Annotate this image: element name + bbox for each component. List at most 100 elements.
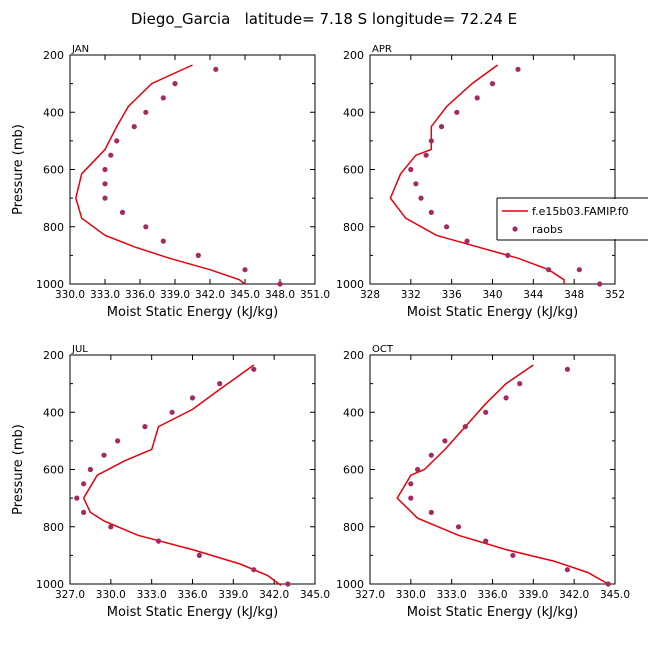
ytick-label: 200 (43, 349, 64, 362)
raob-point (102, 166, 108, 173)
xtick-label: 351.0 (300, 289, 330, 301)
raob-point (418, 195, 424, 201)
model-line-oct (396, 364, 609, 585)
raob-point (213, 66, 219, 72)
x-axis-label: Moist Static Energy (kJ/kg) (107, 305, 278, 320)
model-line-jul (82, 364, 282, 587)
raob-point (81, 481, 87, 487)
ytick-label: 200 (343, 349, 364, 362)
ytick-label: 200 (43, 49, 64, 62)
raob-point (81, 509, 87, 515)
ytick-label: 400 (343, 106, 364, 119)
x-axis-label: Moist Static Energy (kJ/kg) (407, 305, 578, 320)
xtick-label: 336.0 (125, 289, 155, 301)
ytick-label: 1000 (36, 578, 64, 591)
raob-point (155, 538, 162, 544)
raob-point (74, 495, 80, 501)
raob-point (408, 166, 414, 173)
raob-point (143, 109, 149, 115)
xtick-label: 339.0 (160, 289, 190, 301)
raob-point (114, 138, 120, 144)
x-axis-label: Moist Static Energy (kJ/kg) (107, 605, 278, 620)
raob-point (160, 95, 166, 101)
xtick-label: 336.0 (177, 589, 207, 601)
xtick-label: 336.0 (477, 589, 507, 601)
panel-title: JUL (71, 344, 88, 355)
raob-point (597, 281, 603, 287)
raob-point (189, 395, 196, 401)
raob-point (462, 424, 468, 430)
raob-point (108, 524, 114, 530)
xtick-label: 345.0 (230, 289, 260, 301)
raob-point (143, 224, 149, 230)
raob-point (115, 438, 121, 444)
ytick-label: 400 (43, 406, 64, 419)
raob-point (285, 581, 291, 587)
ytick-label: 200 (343, 49, 364, 62)
xtick-label: 342.0 (559, 589, 589, 601)
ytick-label: 800 (343, 521, 364, 534)
xtick-label: 327.0 (55, 589, 85, 601)
xtick-label: 328 (360, 289, 380, 301)
raob-point (142, 424, 148, 430)
legend-obs-label: raobs (532, 223, 563, 236)
xtick-label: 333.0 (437, 589, 467, 601)
xtick-label: 333.0 (90, 289, 120, 301)
raob-point (483, 538, 489, 544)
xtick-label: 333.0 (137, 589, 167, 601)
raob-point (102, 181, 108, 187)
raob-point (108, 152, 114, 158)
raob-point (428, 509, 434, 515)
xtick-label: 336 (442, 289, 462, 301)
xtick-label: 345.0 (300, 589, 330, 601)
ytick-label: 400 (43, 106, 64, 119)
raob-point (251, 366, 257, 372)
raob-point (415, 466, 421, 473)
raob-point (564, 366, 571, 372)
raob-point (251, 567, 257, 573)
xtick-label: 345.0 (600, 589, 630, 601)
xtick-label: 339.0 (218, 589, 248, 601)
legend-model-label: f.e15b03.FAMIP.f0 (532, 205, 629, 218)
raob-point (413, 181, 419, 187)
xtick-label: 342.0 (259, 589, 289, 601)
raob-point (464, 238, 470, 244)
raob-point (576, 267, 582, 273)
ytick-label: 800 (343, 221, 364, 234)
ytick-label: 800 (43, 221, 64, 234)
ytick-label: 800 (43, 521, 64, 534)
legend-background (498, 199, 648, 239)
model-line-jan (75, 64, 246, 285)
raob-point (515, 66, 521, 72)
figure-title: Diego_Garcia latitude= 7.18 S longitude=… (131, 10, 517, 29)
ytick-label: 600 (343, 464, 364, 477)
ytick-label: 600 (43, 464, 64, 477)
ytick-label: 1000 (336, 578, 364, 591)
ytick-label: 400 (343, 406, 364, 419)
x-axis-label: Moist Static Energy (kJ/kg) (407, 605, 578, 620)
raob-point (217, 381, 223, 387)
ytick-label: 600 (43, 164, 64, 177)
raob-point (489, 81, 496, 87)
xtick-label: 352 (605, 289, 625, 301)
raob-point (428, 209, 434, 215)
axes-frame-oct (369, 354, 616, 585)
raob-point (510, 552, 516, 559)
raob-point (408, 495, 414, 501)
ytick-label: 600 (343, 164, 364, 177)
ytick-label: 1000 (336, 278, 364, 291)
raob-point (454, 109, 460, 115)
raob-point (242, 267, 248, 273)
xtick-label: 332 (401, 289, 421, 301)
xtick-label: 340 (482, 289, 502, 301)
y-axis-label: Pressure (mb) (11, 124, 26, 215)
xtick-label: 327.0 (355, 589, 385, 601)
ytick-label: 1000 (36, 278, 64, 291)
raob-point (119, 209, 126, 215)
legend: f.e15b03.FAMIP.f0 raobs (496, 197, 648, 241)
raob-point (505, 252, 511, 258)
